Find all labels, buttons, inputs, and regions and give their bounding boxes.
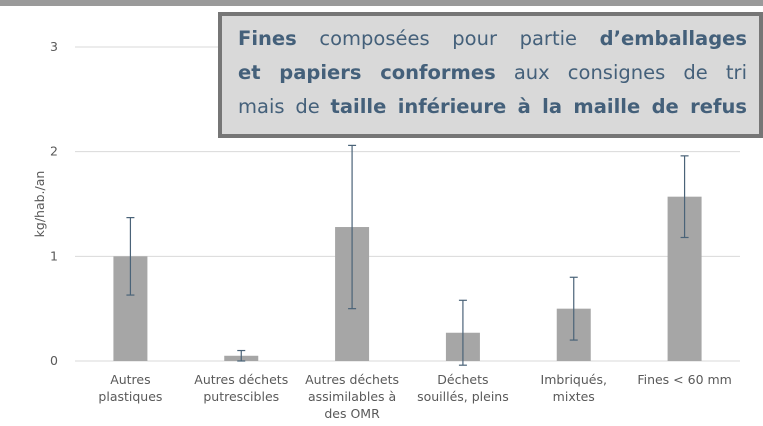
y-tick-label: 3 — [50, 39, 58, 54]
x-tick-label-line: mixtes — [553, 389, 595, 404]
annotation-text: Fines — [238, 27, 297, 50]
error-bar — [348, 144, 357, 310]
x-tick-label-line: assimilables à — [308, 389, 396, 404]
error-bar — [126, 217, 135, 296]
annotation-text: taille inférieure à la maille de refus — [330, 95, 747, 118]
annotation-line: mais de taille inférieure à la maille de… — [238, 90, 747, 124]
x-tick-label: Autres déchets putrescibles — [194, 372, 288, 404]
x-tick-label: Déchets souillés, pleins — [417, 372, 509, 404]
annotation-line: et papiers conformes aux consignes de tr… — [238, 56, 747, 90]
x-tick-label: Autres déchets assimilables à des OMR — [305, 372, 399, 421]
x-tick-label-line: plastiques — [98, 389, 162, 404]
x-tick-label-line: Autres — [110, 372, 150, 387]
error-bar — [458, 299, 467, 366]
x-tick-label-line: Déchets — [437, 372, 488, 387]
annotation-text: d’emballages — [599, 27, 747, 50]
x-tick-label-line: souillés, pleins — [417, 389, 509, 404]
x-tick-label: Fines < 60 mm — [637, 372, 732, 387]
annotation-text: et papiers conformes — [238, 61, 496, 84]
error-bar — [237, 349, 246, 362]
x-tick-label: Autres plastiques — [98, 372, 162, 404]
annotation-text: aux consignes de tri — [495, 61, 747, 84]
annotation-line: Fines composées pour partie d’emballages — [238, 22, 747, 56]
y-axis-label: kg/hab./an — [32, 171, 47, 238]
annotation-text: mais de — [238, 95, 331, 118]
x-tick-label: Imbriqués, mixtes — [541, 372, 607, 404]
x-tick-label-line: des OMR — [324, 406, 380, 421]
x-tick-label-line: Autres déchets — [305, 372, 399, 387]
y-tick-label: 1 — [50, 248, 58, 263]
x-tick-label-line: Imbriqués, — [541, 372, 607, 387]
x-tick-label-line: Fines < 60 mm — [637, 372, 732, 387]
x-tick-label-line: Autres déchets — [194, 372, 288, 387]
error-bar — [680, 155, 689, 239]
x-tick-label-line: putrescibles — [203, 389, 279, 404]
y-tick-label: 2 — [50, 144, 58, 159]
y-tick-label: 0 — [50, 353, 58, 368]
annotation-text: composées pour partie — [296, 27, 600, 50]
error-bar — [569, 276, 578, 341]
annotation: Fines composées pour partie d’emballages… — [218, 12, 763, 138]
